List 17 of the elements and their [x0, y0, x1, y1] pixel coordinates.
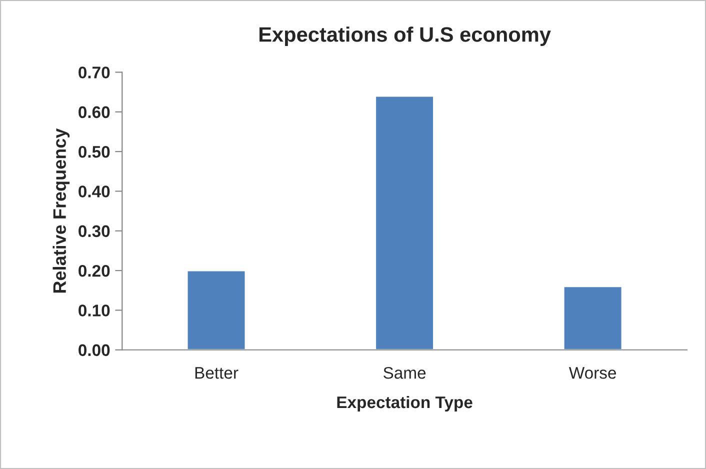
y-tick-label: 0.70 — [78, 66, 110, 78]
y-axis-title: Relative Frequency — [52, 128, 70, 293]
bar — [562, 286, 623, 350]
y-tick-label: 0.30 — [78, 225, 110, 238]
bar — [186, 270, 246, 350]
x-tick-label: Same — [384, 366, 426, 379]
x-tick-label: Better — [195, 367, 238, 379]
y-tick-label: 0.40 — [78, 186, 110, 198]
bar — [374, 95, 434, 350]
y-tick-label: 0.00 — [78, 344, 110, 356]
y-tick-label: 0.10 — [78, 304, 110, 316]
y-tick-label: 0.20 — [78, 264, 110, 277]
chart-title: Expectations of U.S economy — [259, 26, 551, 46]
x-tick-label: Worse — [568, 367, 616, 379]
y-tick-label: 0.60 — [78, 106, 110, 118]
x-axis-title: Expectation Type — [337, 396, 472, 412]
y-tick-label: 0.50 — [78, 146, 110, 158]
